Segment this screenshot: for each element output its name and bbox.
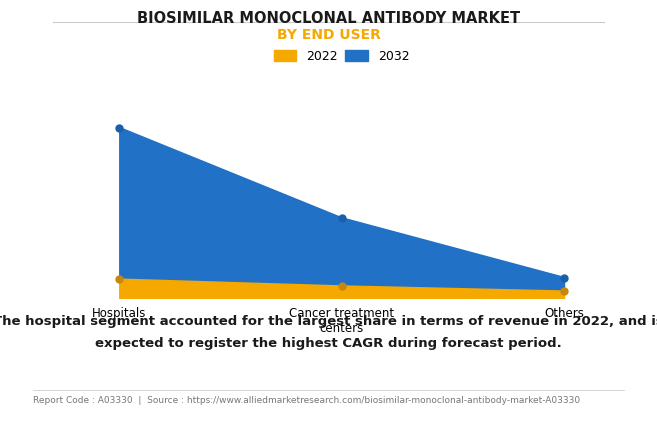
Text: Report Code : A03330  |  Source : https://www.alliedmarketresearch.com/biosimila: Report Code : A03330 | Source : https://… bbox=[33, 396, 580, 405]
Text: BIOSIMILAR MONOCLONAL ANTIBODY MARKET: BIOSIMILAR MONOCLONAL ANTIBODY MARKET bbox=[137, 11, 520, 26]
Text: expected to register the highest CAGR during forecast period.: expected to register the highest CAGR du… bbox=[95, 337, 562, 350]
Text: The hospital segment accounted for the largest share in terms of revenue in 2022: The hospital segment accounted for the l… bbox=[0, 315, 657, 328]
Text: BY END USER: BY END USER bbox=[277, 28, 380, 42]
Legend: 2022, 2032: 2022, 2032 bbox=[274, 50, 409, 63]
